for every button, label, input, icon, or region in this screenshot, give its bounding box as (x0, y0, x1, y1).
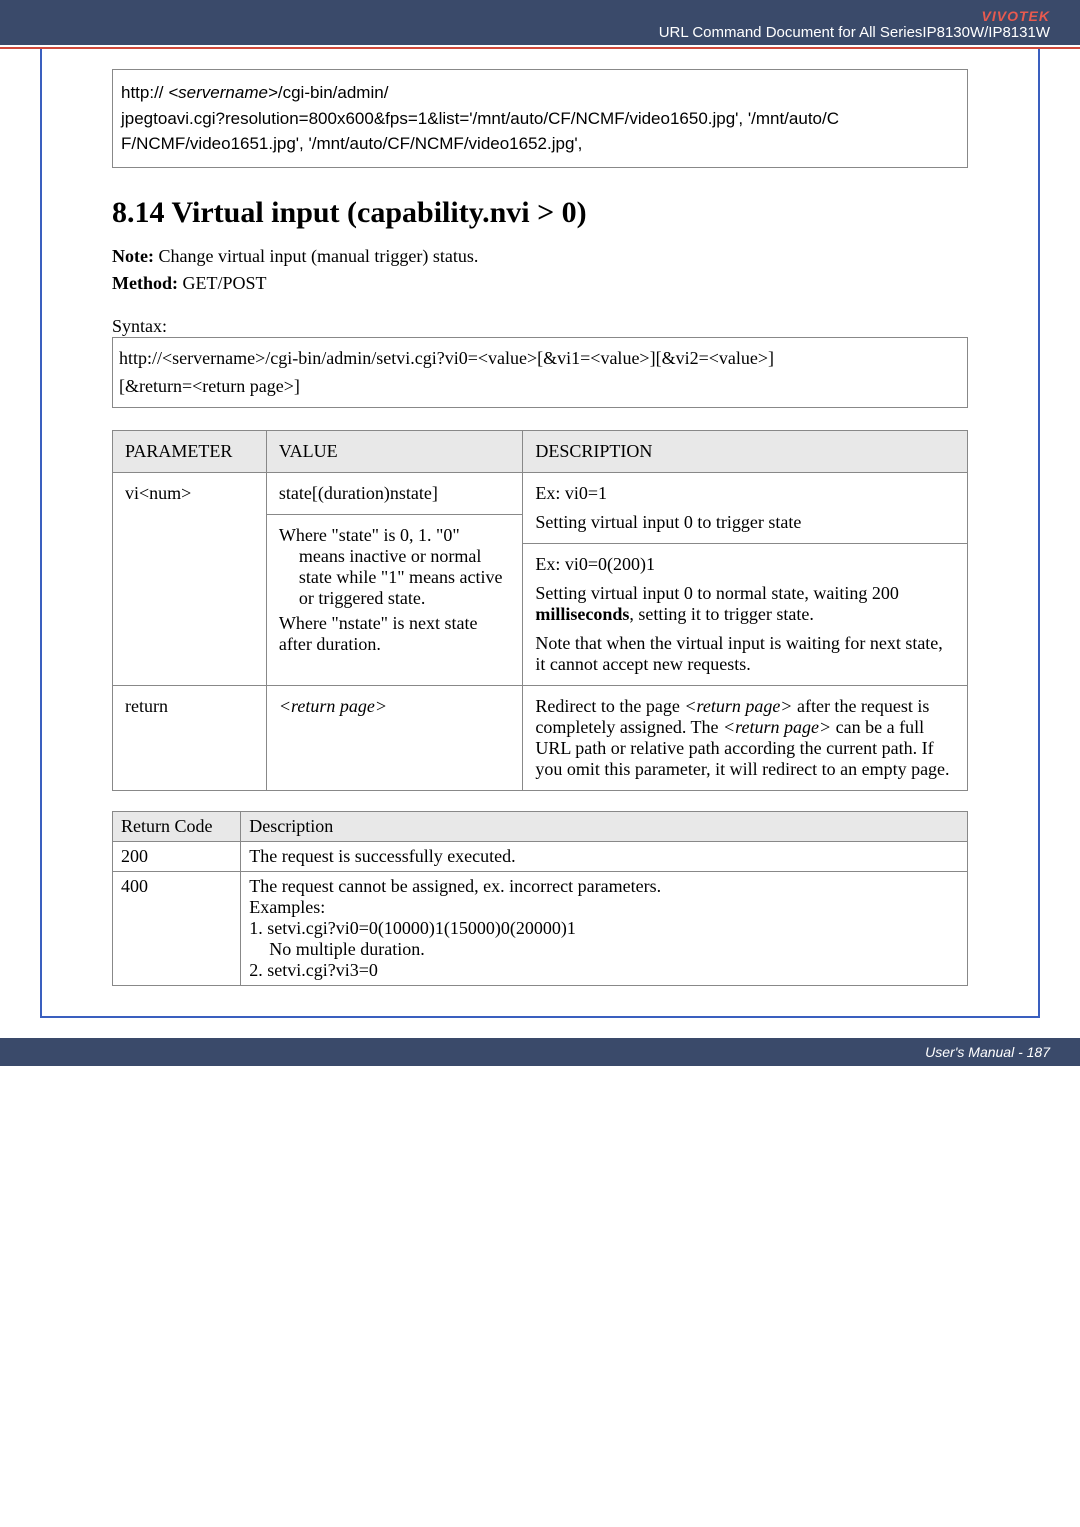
cell-code: 400 (113, 872, 241, 986)
brand-label: VIVOTEK (30, 8, 1050, 24)
desc-text: , setting it to trigger state. (629, 604, 813, 624)
table-row: return <return page> Redirect to the pag… (113, 686, 968, 791)
syntax-line: http://<servername>/cgi-bin/admin/setvi.… (119, 344, 961, 373)
desc-text: Setting virtual input 0 to trigger state (535, 512, 955, 533)
method-label: Method: (112, 273, 178, 293)
syntax-label: Syntax: (112, 316, 968, 337)
desc-text: Note that when the virtual input is wait… (535, 633, 955, 675)
table-header-row: Return Code Description (113, 812, 968, 842)
th-parameter: PARAMETER (113, 431, 267, 473)
code-server-placeholder: <servername> (168, 83, 278, 102)
desc-text: Redirect to the page (535, 696, 684, 716)
content-area: http:// <servername>/cgi-bin/admin/ jpeg… (40, 49, 1040, 1018)
code-line: jpegtoavi.cgi?resolution=800x600&fps=1&l… (121, 106, 959, 132)
method-line: Method: GET/POST (112, 273, 968, 294)
note-line: Note: Change virtual input (manual trigg… (112, 246, 968, 267)
value-segment: Where "state" is 0, 1. "0" means inactiv… (267, 514, 523, 665)
syntax-box: http://<servername>/cgi-bin/admin/setvi.… (112, 337, 968, 409)
desc-line: 2. setvi.cgi?vi3=0 (249, 960, 959, 981)
value-text: Where "state" is 0, 1. "0" (279, 525, 511, 546)
desc-line: The request cannot be assigned, ex. inco… (249, 876, 959, 897)
desc-text: Ex: vi0=1 (535, 483, 955, 504)
value-text: Where "nstate" is next state after durat… (279, 613, 511, 655)
desc-line: No multiple duration. (249, 939, 959, 960)
example-code-box: http:// <servername>/cgi-bin/admin/ jpeg… (112, 69, 968, 168)
desc-line: Examples: (249, 897, 959, 918)
table-header-row: PARAMETER VALUE DESCRIPTION (113, 431, 968, 473)
note-label: Note: (112, 246, 154, 266)
code-text: /cgi-bin/admin/ (278, 83, 389, 102)
th-description: DESCRIPTION (523, 431, 968, 473)
parameter-table: PARAMETER VALUE DESCRIPTION vi<num> stat… (112, 430, 968, 791)
footer-bar: User's Manual - 187 (0, 1038, 1080, 1066)
cell-value: state[(duration)nstate] Where "state" is… (266, 473, 523, 686)
th-value: VALUE (266, 431, 523, 473)
value-text: <return page> (279, 696, 387, 716)
cell-description: Redirect to the page <return page> after… (523, 686, 968, 791)
page: VIVOTEK URL Command Document for All Ser… (0, 0, 1080, 1066)
table-row: vi<num> state[(duration)nstate] Where "s… (113, 473, 968, 686)
desc-segment: Ex: vi0=1 Setting virtual input 0 to tri… (523, 473, 967, 543)
cell-parameter: return (113, 686, 267, 791)
cell-desc: The request cannot be assigned, ex. inco… (241, 872, 968, 986)
desc-text: Setting virtual input 0 to normal state,… (535, 583, 955, 625)
code-line: F/NCMF/video1651.jpg', '/mnt/auto/CF/NCM… (121, 131, 959, 157)
desc-text: Ex: vi0=0(200)1 (535, 554, 955, 575)
desc-text: Setting virtual input 0 to normal state,… (535, 583, 898, 603)
value-segment: state[(duration)nstate] (267, 473, 523, 514)
th-return-code: Return Code (113, 812, 241, 842)
cell-code: 200 (113, 842, 241, 872)
syntax-line: [&return=<return page>] (119, 372, 961, 401)
desc-text-italic: <return page> (723, 717, 831, 737)
value-text: means inactive or normal state while "1"… (279, 546, 511, 609)
desc-text-italic: <return page> (684, 696, 792, 716)
code-text: http:// (121, 83, 168, 102)
desc-segment: Ex: vi0=0(200)1 Setting virtual input 0 … (523, 543, 967, 685)
th-description: Description (241, 812, 968, 842)
cell-desc: The request is successfully executed. (241, 842, 968, 872)
section-heading: 8.14 Virtual input (capability.nvi > 0) (112, 196, 968, 230)
table-row: 400 The request cannot be assigned, ex. … (113, 872, 968, 986)
cell-parameter: vi<num> (113, 473, 267, 686)
doc-title: URL Command Document for All SeriesIP813… (30, 24, 1050, 41)
note-text: Change virtual input (manual trigger) st… (154, 246, 478, 266)
desc-line: 1. setvi.cgi?vi0=0(10000)1(15000)0(20000… (249, 918, 959, 939)
code-line: http:// <servername>/cgi-bin/admin/ (121, 80, 959, 106)
table-row: 200 The request is successfully executed… (113, 842, 968, 872)
return-code-table: Return Code Description 200 The request … (112, 811, 968, 986)
header-bar: VIVOTEK URL Command Document for All Ser… (0, 0, 1080, 45)
footer-text: User's Manual - 187 (925, 1044, 1050, 1060)
cell-value: <return page> (266, 686, 523, 791)
cell-description: Ex: vi0=1 Setting virtual input 0 to tri… (523, 473, 968, 686)
desc-text-bold: milliseconds (535, 604, 629, 624)
method-text: GET/POST (178, 273, 267, 293)
